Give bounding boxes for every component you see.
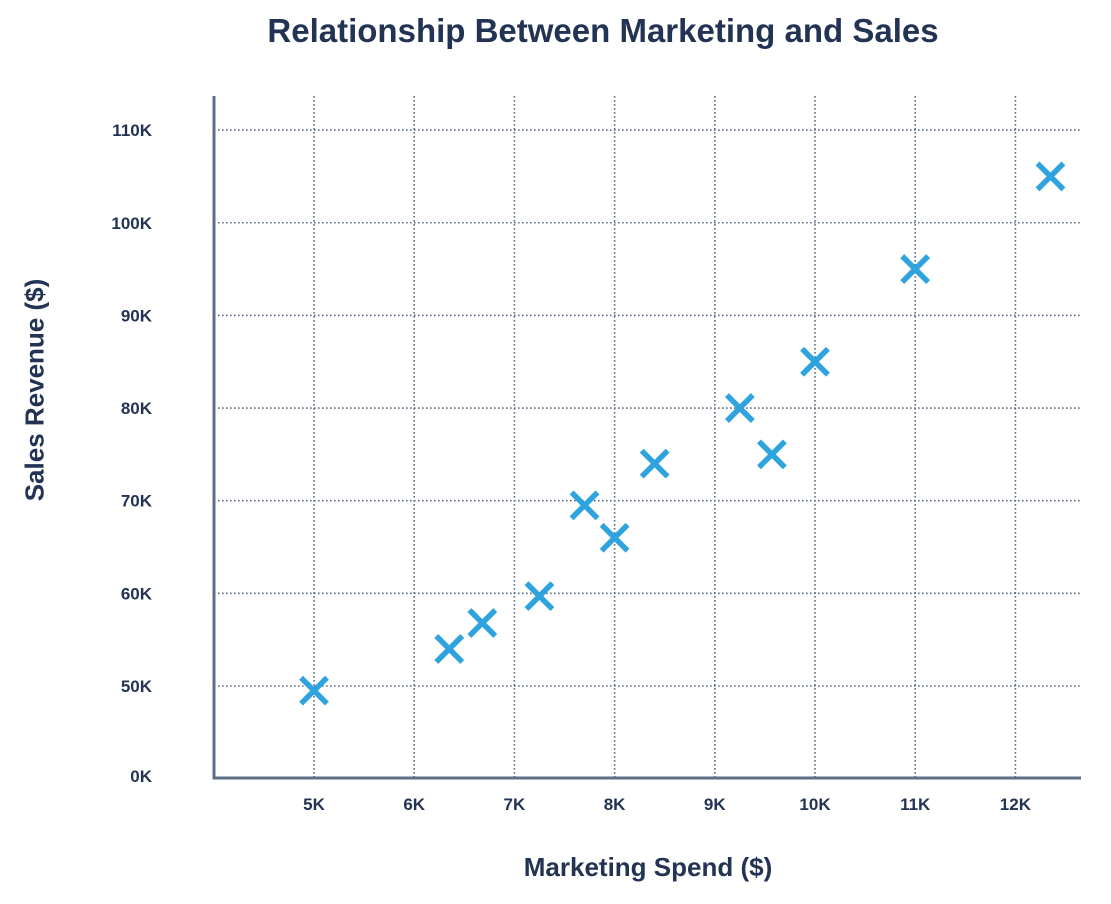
tick-labels: 5K 6K 7K 8K 9K 10K 11K 12K 0K 50K 60K 70K 80K 90K 100K…	[111, 121, 1031, 814]
chart-title: Relationship Between Marketing and Sales	[267, 12, 939, 49]
x-axis-label: Marketing Spend ($)	[523, 852, 773, 882]
y-tick-label: 110K	[112, 121, 152, 140]
y-tick-label: 0K	[130, 767, 152, 786]
x-tick-label: 5K	[303, 795, 325, 814]
y-tick-label: 50K	[121, 677, 153, 696]
x-tick-label: 12K	[1000, 795, 1032, 814]
y-tick-label: 70K	[121, 492, 153, 511]
axes	[212, 96, 1081, 780]
data-point-marker	[639, 448, 670, 479]
data-point-marker	[524, 581, 555, 612]
y-tick-label: 60K	[121, 584, 153, 603]
x-tick-label: 6K	[403, 795, 425, 814]
data-point-marker	[1035, 161, 1066, 192]
grid-lines	[214, 96, 1081, 778]
x-tick-label: 7K	[504, 795, 526, 814]
data-point-marker	[800, 346, 830, 377]
x-tick-label: 8K	[604, 795, 626, 814]
data-point-marker	[434, 634, 465, 664]
data-point-marker	[467, 608, 498, 638]
x-tick-label: 11K	[900, 795, 931, 814]
data-points	[299, 161, 1066, 706]
data-point-marker	[299, 675, 329, 706]
y-tick-label: 100K	[111, 214, 152, 233]
y-tick-label: 80K	[121, 399, 153, 418]
data-point-marker	[599, 522, 630, 553]
x-tick-label: 10K	[799, 795, 831, 814]
data-point-marker	[900, 254, 931, 284]
data-point-marker	[724, 393, 755, 423]
x-tick-label: 9K	[704, 795, 726, 814]
y-tick-label: 90K	[121, 306, 153, 325]
data-point-marker	[757, 439, 787, 470]
data-point-marker	[569, 490, 600, 521]
